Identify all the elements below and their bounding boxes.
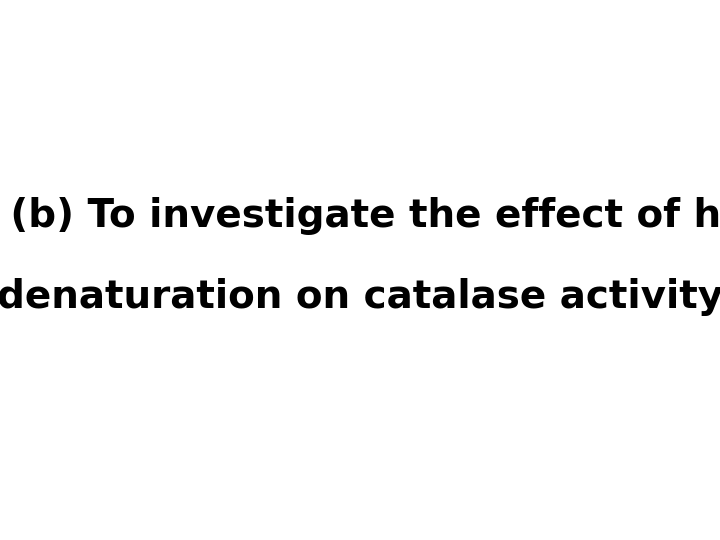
Text: denaturation on catalase activity: denaturation on catalase activity [0,278,720,316]
Text: 4.5 (b) To investigate the effect of heat: 4.5 (b) To investigate the effect of hea… [0,197,720,235]
